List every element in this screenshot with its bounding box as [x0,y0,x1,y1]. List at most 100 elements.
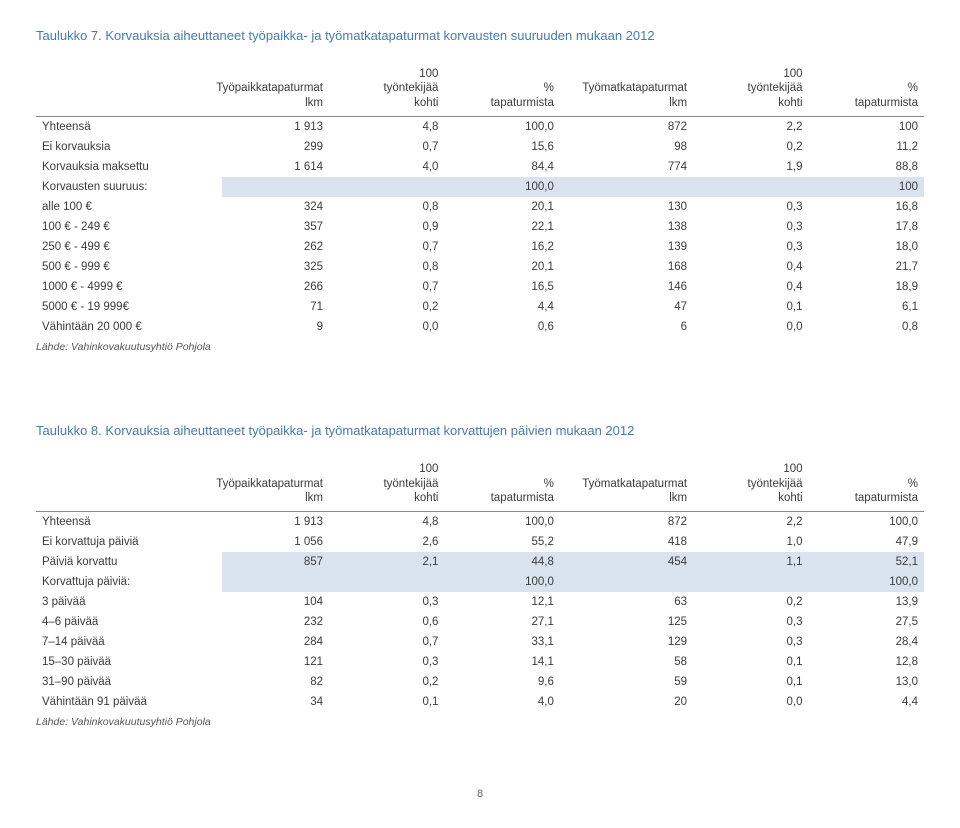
table-cell: 58 [560,652,693,672]
table-cell: 59 [560,672,693,692]
header-text: Työpaikkatapaturmat [216,477,323,491]
header-text: työntekijää [383,81,438,95]
table-cell: 18,9 [809,277,924,297]
table-cell: 139 [560,237,693,257]
table-cell: 2,2 [693,117,808,138]
table-cell: 857 [222,552,329,572]
table8-source: Lähde: Vahinkovakuutusyhtiö Pohjola [36,716,924,728]
table-row: Korvausten suuruus:100,0100 [36,177,924,197]
table-cell: 232 [222,612,329,632]
table-row: 250 € - 499 €2620,716,21390,318,0 [36,237,924,257]
header-text: 100 [783,462,802,476]
table-cell: 2,2 [693,512,808,533]
table-cell: 0,0 [329,317,444,337]
table-cell: Korvauksia maksettu [36,157,222,177]
table-cell: 27,5 [809,612,924,632]
table-cell: 0,3 [329,592,444,612]
header-text: % [544,81,554,95]
header-text: tapaturmista [491,491,554,505]
table8-title: Taulukko 8. Korvauksia aiheuttaneet työp… [36,423,924,438]
table-cell: 47,9 [809,532,924,552]
table-cell: 88,8 [809,157,924,177]
header-text: kohti [414,491,438,505]
table-cell: 4,8 [329,512,444,533]
table-cell: 1,1 [693,552,808,572]
table-cell: 6 [560,317,693,337]
table-cell: 84,4 [444,157,559,177]
table-cell: 130 [560,197,693,217]
table-cell: 0,2 [693,592,808,612]
table-row: 31–90 päivää820,29,6590,113,0 [36,672,924,692]
table-cell: 0,3 [329,652,444,672]
table-row: 500 € - 999 €3250,820,11680,421,7 [36,257,924,277]
header-text: lkm [669,491,687,505]
table7-header-col-d: Työmatkatapaturmat lkm [560,61,693,117]
header-text: tapaturmista [855,96,918,110]
table-cell: 0,4 [693,257,808,277]
table-cell: 100,0 [809,512,924,533]
table-cell: 418 [560,532,693,552]
table-cell: 28,4 [809,632,924,652]
table-cell: 14,1 [444,652,559,672]
header-text: % [908,477,918,491]
table-cell: 146 [560,277,693,297]
table7-title-prefix: Taulukko 7. [36,28,102,43]
table8-header-row: Työpaikkatapaturmat lkm 100 työntekijää … [36,456,924,512]
table-cell: 4,0 [329,157,444,177]
table-row: 15–30 päivää1210,314,1580,112,8 [36,652,924,672]
table-cell: 100,0 [444,512,559,533]
table8-header-col-b: 100 työntekijää kohti [329,456,444,512]
table-cell: 1,0 [693,532,808,552]
table-cell: 0,1 [329,692,444,712]
table-cell: 0,1 [693,672,808,692]
table-cell: Vähintään 20 000 € [36,317,222,337]
header-text: työntekijää [748,477,803,491]
table-cell [560,572,693,592]
table-cell: 0,0 [693,317,808,337]
table-cell: 774 [560,157,693,177]
table-cell: 15–30 päivää [36,652,222,672]
table-row: Päiviä korvattu8572,144,84541,152,1 [36,552,924,572]
table-cell: 98 [560,137,693,157]
header-text: tapaturmista [855,491,918,505]
table-cell: 27,1 [444,612,559,632]
table-cell: 0,6 [444,317,559,337]
page-number: 8 [36,788,924,800]
table-row: 100 € - 249 €3570,922,11380,317,8 [36,217,924,237]
table-cell: 20,1 [444,197,559,217]
table-cell: 0,6 [329,612,444,632]
table-cell: 100,0 [444,572,559,592]
table-cell: 125 [560,612,693,632]
table-cell: 13,9 [809,592,924,612]
table-cell: 454 [560,552,693,572]
table-cell: 0,7 [329,137,444,157]
table-cell: 71 [222,297,329,317]
table-cell: 21,7 [809,257,924,277]
table7-header-row: Työpaikkatapaturmat lkm 100 työntekijää … [36,61,924,117]
table-cell [329,177,444,197]
table-cell: 500 € - 999 € [36,257,222,277]
header-text: lkm [305,491,323,505]
table-cell: 2,6 [329,532,444,552]
table8-title-rest: Korvauksia aiheuttaneet työpaikka- ja ty… [102,423,635,438]
table-row: Korvauksia maksettu1 6144,084,47741,988,… [36,157,924,177]
table-cell: 324 [222,197,329,217]
table-cell: 4,8 [329,117,444,138]
table-row: 5000 € - 19 999€710,24,4470,16,1 [36,297,924,317]
table-cell: 1,9 [693,157,808,177]
table8-header-blank [36,456,222,512]
table-cell: 0,7 [329,277,444,297]
header-text: 100 [419,67,438,81]
header-text: lkm [669,96,687,110]
table-cell: 104 [222,592,329,612]
table-cell: 34 [222,692,329,712]
table-cell: Korvausten suuruus: [36,177,222,197]
table-cell: Korvattuja päiviä: [36,572,222,592]
table7-header-col-c: % tapaturmista [444,61,559,117]
table7-header-col-a: Työpaikkatapaturmat lkm [222,61,329,117]
table-row: Ei korvattuja päiviä1 0562,655,24181,047… [36,532,924,552]
header-text: Työmatkatapaturmat [582,477,687,491]
table-cell: 12,8 [809,652,924,672]
table-cell: 0,7 [329,632,444,652]
header-text: kohti [778,96,802,110]
